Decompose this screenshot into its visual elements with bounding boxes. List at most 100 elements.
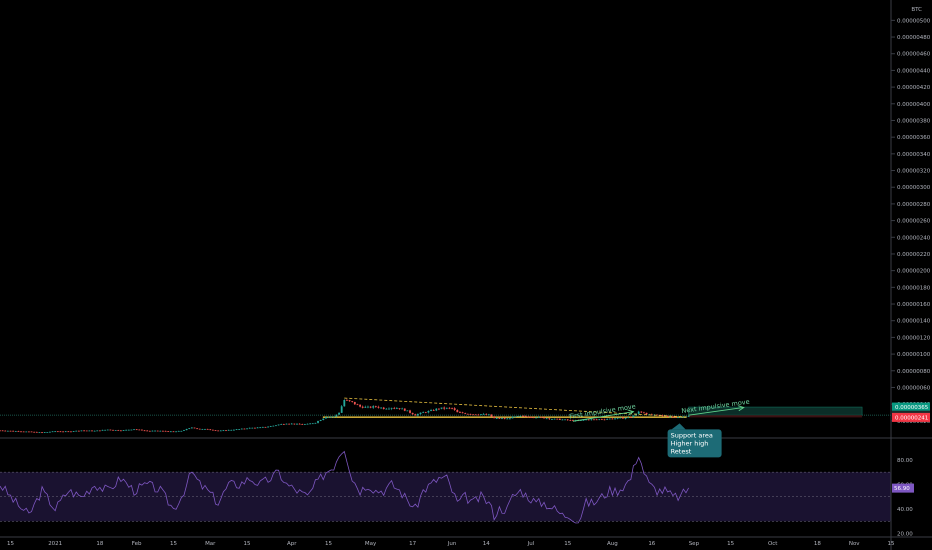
candle-body	[327, 416, 330, 418]
candle-body	[564, 419, 567, 421]
candle-body	[587, 419, 590, 421]
candle-body	[175, 431, 178, 433]
candle-body	[75, 430, 78, 432]
candle-body	[493, 416, 496, 419]
candle-body	[290, 423, 293, 425]
candle-body	[72, 431, 75, 432]
candle-body	[243, 428, 246, 430]
candle-body	[282, 424, 285, 425]
candle-body	[600, 419, 603, 421]
candle-body	[67, 431, 70, 433]
resistance-trendline[interactable]	[344, 397, 689, 418]
candle-body	[422, 412, 425, 414]
candle-body	[169, 431, 172, 433]
candle-body	[285, 423, 288, 425]
candle-body	[390, 407, 393, 409]
candle-body	[125, 429, 128, 431]
candle-body	[301, 424, 304, 425]
candle-body	[185, 428, 188, 431]
candle-body	[514, 416, 517, 418]
candle-body	[506, 418, 509, 420]
candle-body	[367, 406, 369, 408]
candle-body	[453, 408, 456, 410]
candle-body	[238, 429, 241, 430]
price-tick-label: 0.00000260	[897, 219, 931, 225]
candle-body	[256, 427, 259, 429]
rsi-tick-label: 80.00	[897, 458, 913, 464]
candle-body	[193, 427, 196, 429]
candle-body	[272, 425, 275, 427]
callout-text: Support area	[671, 431, 713, 439]
candle-body	[330, 416, 333, 418]
price-tick-label: 0.00000500	[897, 18, 931, 24]
candle-body	[353, 401, 356, 405]
price-tick-label: 0.00000220	[897, 252, 931, 258]
candle-body	[119, 430, 122, 432]
price-axis[interactable]: BTC 0.00000500 0.00000480 0.00000460 0.0000…	[890, 0, 931, 550]
candle-body	[627, 417, 630, 418]
candle-body	[585, 419, 588, 421]
long-position-stop-zone[interactable]	[688, 415, 863, 418]
candle-body	[143, 430, 146, 432]
candle-body	[246, 428, 248, 430]
rsi-current-badge: 56.90	[892, 483, 914, 493]
candle-body	[687, 416, 690, 417]
candle-body	[101, 429, 104, 431]
candle-body	[33, 431, 36, 433]
candle-body	[621, 417, 624, 419]
candle-body	[374, 406, 377, 407]
price-tick-label: 0.00000140	[897, 319, 931, 325]
rsi-tick-label: 20.00	[897, 532, 913, 538]
candle-body	[0, 430, 1, 432]
candle-body	[198, 428, 201, 430]
candle-body	[1, 430, 4, 432]
candle-body	[309, 423, 312, 425]
candle-body	[70, 431, 72, 433]
candle-body	[361, 406, 364, 408]
candle-body	[464, 413, 467, 414]
price-tick-label: 0.00000120	[897, 335, 931, 341]
candle-body	[338, 412, 340, 415]
candle-body	[516, 415, 519, 417]
candle-body	[332, 416, 335, 418]
candle-body	[432, 410, 435, 411]
candle-body	[240, 428, 243, 430]
price-tick-label: 0.00000160	[897, 302, 931, 308]
rsi-tick-label: 40.00	[897, 507, 913, 513]
candle-body	[416, 414, 419, 416]
candle-body	[487, 414, 490, 416]
price-pane[interactable]: First impulsive move Next impulsive moveS…	[0, 397, 932, 538]
candle-body	[46, 432, 49, 433]
candle-body	[608, 418, 611, 420]
candle-body	[303, 424, 306, 425]
time-tick-label: 16	[648, 541, 655, 547]
time-tick-label: Nov	[849, 541, 860, 547]
price-tick-label: 0.00000420	[897, 85, 931, 91]
candle-body	[314, 422, 317, 424]
candle-body	[340, 406, 343, 413]
candle-body	[64, 431, 67, 433]
candle-body	[322, 418, 325, 421]
candle-body	[466, 413, 469, 415]
price-tick-label: 0.00000080	[897, 369, 931, 375]
candle-body	[406, 410, 409, 412]
candle-body	[530, 417, 532, 418]
time-tick-label: 15	[727, 541, 734, 547]
candle-body	[114, 430, 117, 431]
svg-text:0.00000241: 0.00000241	[895, 415, 928, 421]
candle-body	[206, 428, 209, 430]
candle-body	[248, 427, 251, 429]
candle-body	[438, 408, 440, 410]
candle-body	[498, 417, 501, 419]
candle-body	[343, 399, 346, 407]
candle-body	[616, 417, 619, 419]
candle-body	[472, 414, 475, 416]
time-tick-label: Aug	[607, 541, 618, 547]
candle-body	[317, 421, 319, 423]
candle-body	[527, 416, 530, 418]
price-axis-badge: 0.00000365	[892, 402, 930, 412]
candle-body	[259, 427, 262, 429]
